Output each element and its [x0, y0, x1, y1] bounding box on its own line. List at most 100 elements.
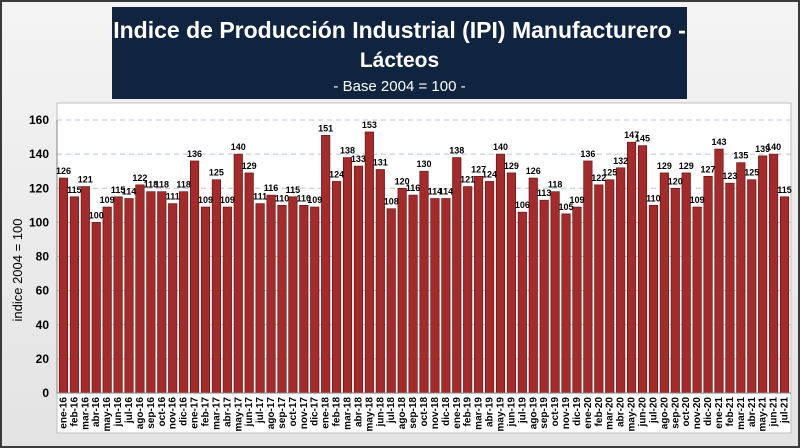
x-tick-label: oct-17 [288, 397, 299, 427]
bar [277, 205, 287, 394]
x-tick-label: may-20 [627, 397, 638, 432]
y-tick-label: 60 [36, 284, 50, 298]
x-tick-label: ago-18 [397, 397, 408, 430]
y-tick-label: 140 [29, 147, 49, 161]
bar [179, 191, 189, 394]
data-label: 110 [646, 193, 661, 203]
data-label: 114 [122, 186, 137, 196]
bar [222, 206, 232, 394]
bar [157, 191, 167, 394]
x-tick-label: jul-21 [780, 397, 791, 425]
x-tick-label: ene-21 [714, 397, 725, 429]
bar [703, 176, 713, 394]
bar [550, 191, 560, 394]
bar [583, 160, 593, 394]
data-label: 109 [198, 195, 213, 205]
x-tick-label: sep-20 [670, 397, 681, 429]
bar [102, 206, 112, 394]
data-label: 114 [439, 186, 454, 196]
bar [397, 187, 407, 394]
x-tick-label: may-18 [364, 397, 375, 432]
data-label: 129 [657, 161, 672, 171]
y-tick-label: 120 [29, 181, 49, 195]
data-label: 109 [569, 195, 584, 205]
bar [495, 153, 506, 394]
data-label: 118 [176, 180, 191, 190]
x-tick-label: nov-19 [561, 397, 572, 430]
data-label: 135 [733, 151, 748, 161]
data-label: 116 [264, 183, 279, 193]
data-label: 131 [373, 157, 388, 167]
data-label: 129 [242, 161, 257, 171]
bar [539, 199, 549, 394]
x-tick-label: ene-16 [58, 397, 69, 429]
bar [135, 184, 145, 394]
x-tick-label: jun-20 [638, 397, 649, 428]
data-label: 105 [559, 202, 574, 212]
data-label: 143 [711, 137, 726, 147]
bar [692, 206, 702, 394]
data-label: 126 [526, 166, 541, 176]
data-label: 123 [722, 171, 737, 181]
data-labels: 1261151211001091151141221181181111181361… [56, 120, 792, 220]
x-tick-label: oct-16 [157, 397, 168, 427]
data-label: 109 [690, 195, 705, 205]
bar [572, 206, 582, 394]
x-axis: ene-16 feb-16 mar-16 abr-16 may-16 jun-16 jul-… [57, 392, 791, 432]
x-tick-label: mar-18 [343, 397, 354, 430]
x-tick-label: oct-19 [550, 397, 561, 427]
x-tick-label: jun-16 [113, 397, 124, 428]
x-tick-label: nov-20 [692, 397, 703, 430]
data-label: 114 [428, 186, 443, 196]
data-label: 140 [766, 142, 781, 152]
y-tick-label: 80 [36, 250, 50, 264]
chart-title: Indice de Producción Industrial (IPI) Ma… [113, 17, 686, 43]
bar [561, 213, 571, 394]
bar [452, 157, 462, 394]
bar [353, 165, 364, 394]
data-label: 132 [613, 156, 628, 166]
bar [714, 148, 724, 394]
data-label: 108 [384, 197, 399, 207]
y-tick-label: 0 [42, 386, 49, 400]
x-tick-label: ago-19 [528, 397, 539, 430]
bar [484, 181, 495, 394]
bar [419, 170, 429, 394]
bar [670, 187, 680, 394]
x-tick-label: may-21 [758, 397, 769, 432]
x-tick-label: ago-17 [266, 397, 277, 430]
bar [233, 153, 243, 394]
x-tick-label: ene-18 [321, 397, 332, 429]
x-tick-label: mar-21 [736, 397, 747, 430]
bar [627, 141, 637, 394]
data-label: 124 [329, 169, 344, 179]
bar [69, 196, 79, 394]
bar [616, 167, 626, 394]
x-tick-label: sep-16 [146, 397, 157, 429]
data-label: 125 [209, 168, 224, 178]
data-label: 127 [701, 164, 716, 174]
bar [648, 205, 658, 394]
x-tick-label: sep-18 [408, 397, 419, 429]
bar [168, 203, 178, 394]
x-tick-label: nov-16 [168, 397, 179, 430]
bar [364, 131, 374, 394]
x-tick-label: dic-19 [572, 397, 583, 426]
bar [200, 206, 211, 394]
bar [342, 157, 353, 394]
bar [124, 198, 134, 394]
x-tick-label: abr-16 [91, 397, 102, 427]
x-tick-label: mar-19 [474, 397, 485, 430]
bar [605, 179, 615, 394]
bar [528, 177, 538, 394]
bar [266, 194, 276, 394]
x-tick-label: jul-17 [255, 397, 266, 425]
data-label: 126 [56, 166, 71, 176]
bar [463, 186, 473, 394]
data-label: 127 [471, 164, 486, 174]
x-tick-label: dic-18 [441, 397, 452, 426]
data-label: 125 [602, 168, 617, 178]
x-tick-label: mar-20 [605, 397, 616, 430]
x-tick-label: ene-17 [190, 397, 201, 429]
